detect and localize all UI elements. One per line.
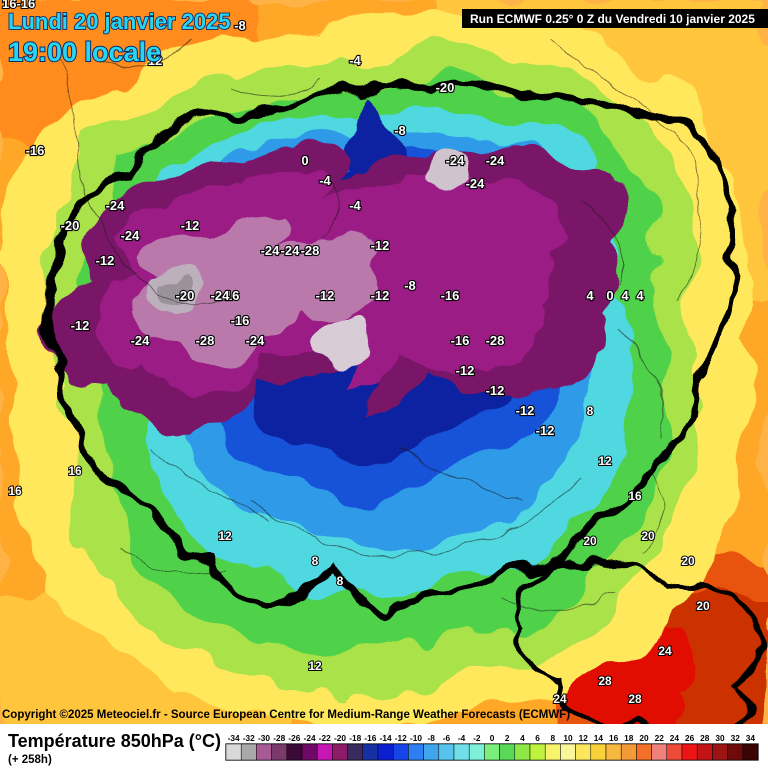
svg-text:4: 4 [636, 288, 644, 303]
svg-text:10: 10 [563, 733, 573, 743]
svg-text:24: 24 [658, 644, 672, 658]
svg-text:8: 8 [550, 733, 555, 743]
svg-text:-12: -12 [96, 253, 115, 268]
svg-text:0: 0 [301, 153, 308, 168]
svg-text:8: 8 [312, 554, 319, 568]
svg-text:19:00 locale: 19:00 locale [8, 37, 161, 67]
svg-text:-20: -20 [176, 288, 195, 303]
svg-text:28: 28 [598, 674, 612, 688]
svg-text:0: 0 [606, 288, 613, 303]
svg-text:-20: -20 [334, 733, 346, 743]
svg-text:-24: -24 [281, 243, 301, 258]
svg-text:-12: -12 [181, 218, 200, 233]
svg-text:20: 20 [681, 554, 695, 568]
svg-text:-8: -8 [234, 18, 246, 33]
svg-text:20: 20 [696, 599, 710, 613]
svg-text:-4: -4 [458, 733, 466, 743]
svg-text:22: 22 [655, 733, 665, 743]
svg-text:6: 6 [535, 733, 540, 743]
svg-text:16: 16 [8, 484, 22, 498]
svg-text:-24: -24 [106, 198, 126, 213]
svg-text:Run ECMWF 0.25° 0 Z du Vendred: Run ECMWF 0.25° 0 Z du Vendredi 10 janvi… [470, 12, 755, 26]
svg-text:-24: -24 [261, 243, 281, 258]
svg-text:-16: -16 [364, 733, 376, 743]
svg-text:12: 12 [308, 659, 322, 673]
svg-text:16: 16 [628, 489, 642, 503]
svg-text:-12: -12 [516, 403, 535, 418]
svg-text:-32: -32 [243, 733, 255, 743]
svg-text:-24: -24 [131, 333, 151, 348]
svg-text:-18: -18 [349, 733, 361, 743]
svg-text:Température 850hPa (°C): Température 850hPa (°C) [8, 731, 221, 751]
svg-text:-16: -16 [26, 143, 45, 158]
svg-text:-8: -8 [404, 278, 416, 293]
svg-text:4: 4 [520, 733, 525, 743]
svg-text:-24: -24 [486, 153, 506, 168]
svg-text:-24: -24 [211, 288, 231, 303]
svg-text:30: 30 [715, 733, 725, 743]
svg-text:-8: -8 [394, 123, 406, 138]
svg-text:(+ 258h): (+ 258h) [8, 754, 52, 766]
svg-text:-12: -12 [395, 733, 407, 743]
svg-text:-12: -12 [456, 363, 475, 378]
svg-text:-16: -16 [441, 288, 460, 303]
svg-text:-24: -24 [304, 733, 316, 743]
svg-text:-4: -4 [349, 53, 361, 68]
svg-text:-10: -10 [410, 733, 422, 743]
svg-text:-4: -4 [349, 198, 361, 213]
svg-text:-22: -22 [319, 733, 331, 743]
svg-text:2: 2 [505, 733, 510, 743]
svg-text:4: 4 [586, 288, 594, 303]
svg-text:-4: -4 [319, 173, 331, 188]
svg-text:-12: -12 [316, 288, 335, 303]
svg-text:-30: -30 [258, 733, 270, 743]
svg-text:-2: -2 [473, 733, 481, 743]
svg-text:-12: -12 [486, 383, 505, 398]
svg-text:12: 12 [218, 529, 232, 543]
svg-text:-8: -8 [428, 733, 436, 743]
svg-text:0: 0 [490, 733, 495, 743]
svg-text:18: 18 [624, 733, 634, 743]
svg-text:20: 20 [641, 529, 655, 543]
svg-text:20: 20 [639, 733, 649, 743]
svg-text:12: 12 [598, 454, 612, 468]
svg-text:8: 8 [587, 404, 594, 418]
svg-text:-24: -24 [121, 228, 141, 243]
svg-text:16: 16 [68, 464, 82, 478]
svg-text:24: 24 [670, 733, 680, 743]
svg-text:-24: -24 [446, 153, 466, 168]
svg-text:-20: -20 [61, 218, 80, 233]
svg-text:32: 32 [731, 733, 741, 743]
svg-text:14: 14 [594, 733, 604, 743]
svg-text:28: 28 [700, 733, 710, 743]
svg-text:-24: -24 [246, 333, 266, 348]
svg-text:20: 20 [583, 534, 597, 548]
svg-text:Copyright ©2025 Meteociel.fr -: Copyright ©2025 Meteociel.fr - Source Eu… [2, 709, 570, 721]
svg-text:Lundi 20 janvier 2025: Lundi 20 janvier 2025 [8, 9, 231, 34]
svg-text:-28: -28 [486, 333, 505, 348]
svg-text:-34: -34 [228, 733, 240, 743]
svg-text:-28: -28 [301, 243, 320, 258]
svg-text:-16: -16 [451, 333, 470, 348]
svg-text:-20: -20 [436, 80, 455, 95]
svg-text:34: 34 [746, 733, 756, 743]
svg-text:12: 12 [579, 733, 589, 743]
svg-text:-12: -12 [371, 238, 390, 253]
svg-text:-16: -16 [231, 313, 250, 328]
svg-text:26: 26 [685, 733, 695, 743]
svg-text:24: 24 [553, 692, 567, 706]
svg-text:16: 16 [609, 733, 619, 743]
svg-text:-12: -12 [371, 288, 390, 303]
svg-text:-24: -24 [466, 176, 486, 191]
svg-text:-28: -28 [196, 333, 215, 348]
svg-text:4: 4 [621, 288, 629, 303]
svg-text:-26: -26 [288, 733, 300, 743]
svg-text:8: 8 [337, 574, 344, 588]
svg-text:28: 28 [628, 692, 642, 706]
svg-text:-14: -14 [380, 733, 392, 743]
svg-text:-12: -12 [536, 423, 555, 438]
svg-text:-12: -12 [71, 318, 90, 333]
svg-text:-28: -28 [273, 733, 285, 743]
svg-text:-6: -6 [443, 733, 451, 743]
